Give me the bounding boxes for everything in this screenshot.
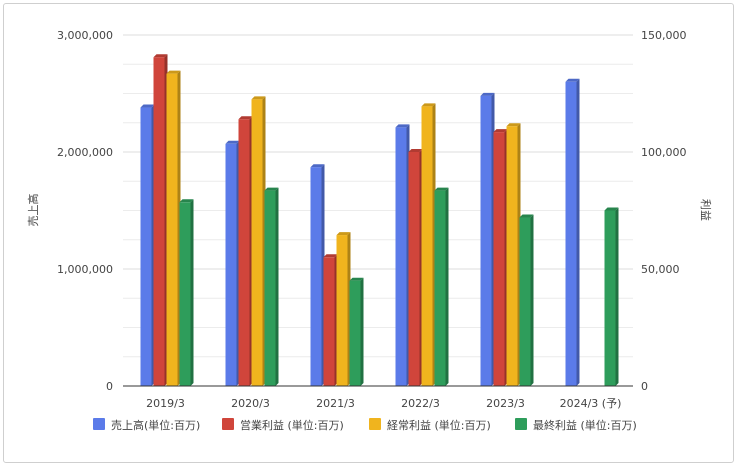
- bar: [506, 123, 521, 386]
- category-label: 2021/3: [316, 397, 355, 410]
- bar: [565, 78, 580, 387]
- bar: [480, 92, 495, 386]
- left-tick-label: 3,000,000: [57, 29, 113, 42]
- bar: [604, 207, 619, 386]
- category-label: 2024/3 (予): [560, 397, 622, 410]
- bar: [421, 103, 436, 387]
- legend-swatch: [222, 418, 234, 430]
- chart-container: 0 1,000,000 2,000,000 3,000,000 0 50,000 100,0…: [3, 3, 734, 463]
- bar: [238, 116, 253, 387]
- legend-item: 営業利益 (単位:百万): [222, 418, 344, 432]
- legend-label: 最終利益 (単位:百万): [533, 418, 637, 432]
- legend-label: 売上高(単位:百万): [111, 418, 200, 432]
- left-axis-title: 売上高: [26, 194, 40, 227]
- right-axis-title: 利益: [699, 199, 713, 221]
- axes: 0 1,000,000 2,000,000 3,000,000 0 50,000 100,0…: [26, 29, 713, 410]
- legend-label: 経常利益 (単位:百万): [387, 418, 491, 432]
- right-tick-label: 50,000: [641, 263, 680, 276]
- bar: [264, 187, 279, 386]
- gridlines: [123, 34, 633, 387]
- bar: [179, 199, 194, 386]
- legend: 売上高(単位:百万) 営業利益 (単位:百万) 経常利益 (単位:百万) 最終利益 (…: [93, 418, 637, 432]
- bar: [408, 149, 423, 386]
- category-label: 2019/3: [146, 397, 185, 410]
- bar: [349, 277, 364, 386]
- chart-svg: 0 1,000,000 2,000,000 3,000,000 0 50,000 100,0…: [26, 29, 713, 432]
- category-label: 2020/3: [231, 397, 270, 410]
- legend-item: 売上高(単位:百万): [93, 418, 200, 432]
- bar: [395, 124, 410, 387]
- bar: [434, 187, 449, 386]
- bar: [323, 254, 338, 386]
- bar: [310, 164, 325, 386]
- legend-swatch: [369, 418, 381, 430]
- left-tick-label: 0: [106, 380, 113, 393]
- left-tick-label: 1,000,000: [57, 263, 113, 276]
- legend-label: 営業利益 (単位:百万): [240, 418, 344, 432]
- bar: [251, 96, 266, 386]
- right-tick-label: 100,000: [641, 146, 687, 159]
- category-label: 2023/3: [486, 397, 525, 410]
- bar: [336, 232, 351, 386]
- bar: [140, 104, 155, 386]
- bar: [493, 129, 508, 387]
- left-tick-label: 2,000,000: [57, 146, 113, 159]
- bar-series: [140, 54, 619, 387]
- legend-swatch: [93, 418, 105, 430]
- legend-item: 経常利益 (単位:百万): [369, 418, 491, 432]
- right-tick-label: 0: [641, 380, 648, 393]
- bar: [225, 140, 240, 386]
- legend-item: 最終利益 (単位:百万): [515, 418, 637, 432]
- category-label: 2022/3: [401, 397, 440, 410]
- bar: [166, 70, 181, 387]
- legend-swatch: [515, 418, 527, 430]
- bar: [153, 54, 168, 386]
- bar: [519, 214, 534, 386]
- right-tick-label: 150,000: [641, 29, 687, 42]
